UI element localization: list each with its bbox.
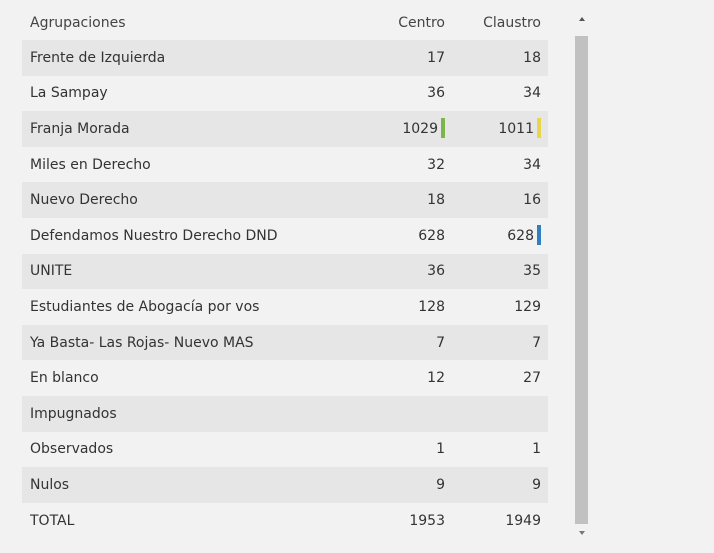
row-claustro-with-marker: 1011: [498, 117, 541, 139]
row-name: Franja Morada: [30, 120, 130, 137]
results-table: Agrupaciones Centro Claustro Frente de I…: [22, 5, 548, 538]
table-row: Franja Morada 1029 1011: [22, 111, 548, 147]
header-agrupaciones: Agrupaciones: [30, 14, 126, 31]
row-claustro-value: 1011: [498, 120, 534, 137]
scroll-thumb[interactable]: [575, 36, 588, 524]
row-centro-value: 1029: [402, 120, 438, 137]
row-centro: 17: [427, 49, 445, 66]
vertical-scrollbar[interactable]: [575, 12, 588, 540]
row-claustro: 34: [523, 156, 541, 173]
table-row: Impugnados: [22, 395, 548, 432]
row-claustro: 1: [532, 441, 541, 458]
row-claustro: 18: [523, 49, 541, 66]
row-centro: 12: [427, 370, 445, 387]
table-row: Miles en Derecho 32 34: [22, 147, 548, 183]
row-name: Impugnados: [30, 405, 117, 422]
row-name: Frente de Izquierda: [30, 49, 166, 66]
row-centro: 128: [418, 298, 445, 315]
scroll-down-arrow-icon[interactable]: [575, 526, 588, 540]
table-row-total: TOTAL 1953 1949: [22, 503, 548, 539]
row-claustro: 27: [523, 370, 541, 387]
table-row: Frente de Izquierda 17 18: [22, 40, 548, 76]
table-row: Defendamos Nuestro Derecho DND 628 628: [22, 218, 548, 254]
table-row: Nuevo Derecho 18 16: [22, 182, 548, 218]
row-name: Nulos: [30, 476, 70, 493]
row-name: Defendamos Nuestro Derecho DND: [30, 227, 278, 244]
row-claustro: 1949: [505, 512, 541, 529]
row-centro: 628: [418, 227, 445, 244]
scroll-up-arrow-icon[interactable]: [575, 12, 588, 26]
winner-marker-claustro: [537, 224, 541, 245]
row-centro: 36: [427, 263, 445, 280]
row-name: Miles en Derecho: [30, 156, 151, 173]
row-name: La Sampay: [30, 85, 108, 102]
row-claustro: 9: [532, 476, 541, 493]
row-centro: 36: [427, 85, 445, 102]
row-name: Nuevo Derecho: [30, 192, 138, 209]
row-claustro: 34: [523, 85, 541, 102]
winner-marker-centro: [441, 117, 445, 138]
table-row: En blanco 12 27: [22, 360, 548, 396]
row-name: Observados: [30, 441, 114, 458]
row-claustro-with-marker: 628: [507, 224, 541, 246]
table-row: Ya Basta- Las Rojas- Nuevo MAS 7 7: [22, 324, 548, 361]
table-row: Estudiantes de Abogacía por vos 128 129: [22, 289, 548, 325]
header-centro: Centro: [398, 14, 445, 31]
row-name: Estudiantes de Abogacía por vos: [30, 298, 260, 315]
row-centro: 7: [436, 334, 445, 351]
row-centro: 9: [436, 476, 445, 493]
row-claustro: 16: [523, 192, 541, 209]
row-name: TOTAL: [30, 512, 75, 529]
row-claustro: 35: [523, 263, 541, 280]
row-claustro: 129: [514, 298, 541, 315]
row-name: En blanco: [30, 370, 99, 387]
row-claustro-value: 628: [507, 227, 534, 244]
row-centro: 1953: [409, 512, 445, 529]
row-centro: 1: [436, 441, 445, 458]
table-row: Nulos 9 9: [22, 467, 548, 503]
row-centro: 18: [427, 192, 445, 209]
table-row: Observados 1 1: [22, 432, 548, 468]
header-claustro: Claustro: [483, 14, 541, 31]
row-centro-with-marker: 1029: [402, 117, 445, 139]
table-row: UNITE 36 35: [22, 253, 548, 290]
table-header: Agrupaciones Centro Claustro: [22, 5, 548, 40]
winner-marker-claustro: [537, 117, 541, 138]
row-name: Ya Basta- Las Rojas- Nuevo MAS: [30, 334, 254, 351]
row-claustro: 7: [532, 334, 541, 351]
row-name: UNITE: [30, 263, 73, 280]
table-row: La Sampay 36 34: [22, 76, 548, 112]
row-centro: 32: [427, 156, 445, 173]
